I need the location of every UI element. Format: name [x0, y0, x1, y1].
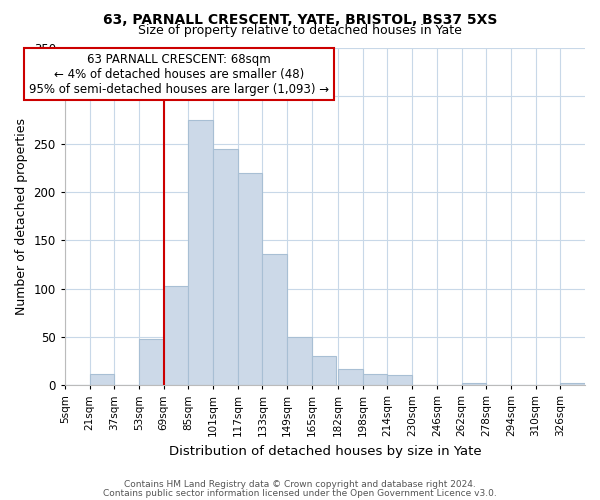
Bar [363, 374, 388, 385]
Text: Contains public sector information licensed under the Open Government Licence v3: Contains public sector information licen… [103, 489, 497, 498]
Bar [238, 173, 262, 385]
Bar [388, 376, 412, 385]
Bar [461, 383, 486, 385]
Text: Size of property relative to detached houses in Yate: Size of property relative to detached ho… [138, 24, 462, 37]
Bar [89, 374, 114, 385]
Bar [560, 383, 585, 385]
Bar [139, 338, 164, 385]
X-axis label: Distribution of detached houses by size in Yate: Distribution of detached houses by size … [169, 444, 481, 458]
Bar [338, 368, 363, 385]
Y-axis label: Number of detached properties: Number of detached properties [15, 118, 28, 315]
Text: 63 PARNALL CRESCENT: 68sqm
← 4% of detached houses are smaller (48)
95% of semi-: 63 PARNALL CRESCENT: 68sqm ← 4% of detac… [29, 52, 329, 96]
Bar [312, 356, 337, 385]
Bar [262, 254, 287, 385]
Bar [188, 120, 213, 385]
Bar [164, 286, 188, 385]
Bar [213, 149, 238, 385]
Bar [287, 337, 312, 385]
Text: Contains HM Land Registry data © Crown copyright and database right 2024.: Contains HM Land Registry data © Crown c… [124, 480, 476, 489]
Text: 63, PARNALL CRESCENT, YATE, BRISTOL, BS37 5XS: 63, PARNALL CRESCENT, YATE, BRISTOL, BS3… [103, 12, 497, 26]
